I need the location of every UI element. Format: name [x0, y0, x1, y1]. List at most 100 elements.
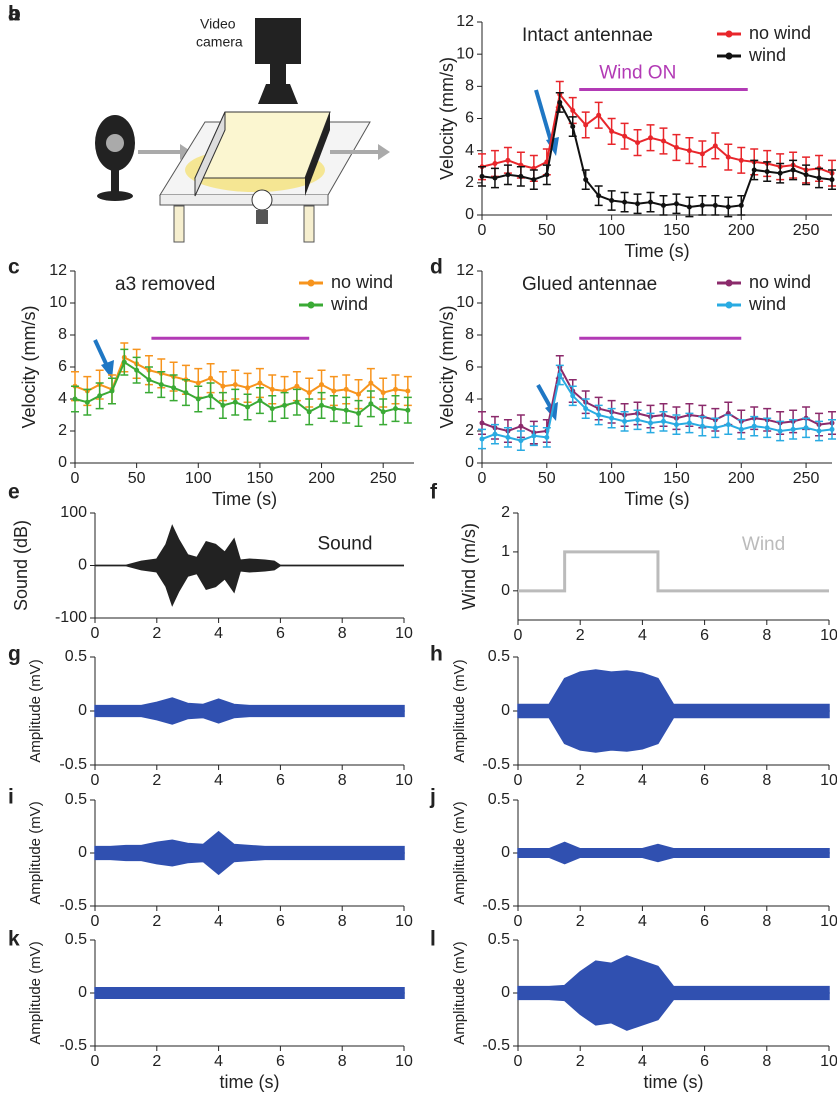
point	[751, 423, 757, 429]
point	[531, 177, 537, 183]
x-axis-label: Time (s)	[212, 489, 277, 509]
panel-letter: l	[430, 928, 436, 951]
arrow	[378, 144, 390, 160]
x-tick-label: 8	[762, 913, 771, 930]
x-tick-label: 200	[308, 470, 335, 487]
point	[829, 177, 835, 183]
x-tick-label: 4	[638, 1053, 647, 1070]
x-tick-label: 10	[395, 772, 413, 789]
legend-marker	[725, 52, 733, 60]
x-tick-label: 8	[762, 772, 771, 789]
x-tick-label: 4	[638, 772, 647, 789]
point	[492, 161, 498, 167]
x-tick-label: 250	[793, 470, 820, 487]
point	[492, 175, 498, 181]
panel-1: c 0 2 4 6 8 10 12 0 50 100 150 200 250 Time (s) Velocit…	[8, 256, 414, 509]
x-tick-label: 6	[276, 772, 285, 789]
y-axis-label: Amplitude (mV)	[27, 801, 44, 904]
y-tick-label: 10	[49, 294, 67, 311]
y-tick-label: 0	[501, 702, 510, 719]
x-tick-label: 2	[576, 913, 585, 930]
point	[660, 418, 666, 424]
x-tick-label: 8	[338, 772, 347, 789]
point	[596, 193, 602, 199]
y-tick-label: 4	[465, 390, 474, 407]
y-tick-label: 0	[58, 454, 67, 471]
series-line	[74, 360, 408, 415]
point	[121, 359, 127, 365]
x-tick-label: 8	[762, 627, 771, 644]
camera	[270, 64, 286, 84]
point	[220, 383, 226, 389]
point	[195, 380, 201, 386]
point	[134, 367, 140, 373]
signal-envelope	[517, 841, 830, 854]
point	[393, 386, 399, 392]
point	[725, 422, 731, 428]
annotation: Wind ON	[599, 63, 676, 84]
panel-2: d 0 2 4 6 8 10 12 0 50 100 150 200 250 Time (s) Velocit…	[430, 256, 836, 509]
x-tick-label: 10	[395, 1053, 413, 1070]
y-axis-label: Wind (m/s)	[459, 523, 479, 610]
point	[648, 135, 654, 141]
legend-marker	[725, 279, 733, 287]
y-tick-label: -0.5	[482, 897, 510, 914]
point	[343, 386, 349, 392]
point	[405, 388, 411, 394]
x-tick-label: 50	[538, 470, 556, 487]
fan	[106, 134, 124, 152]
point	[146, 377, 152, 383]
x-tick-label: 10	[395, 913, 413, 930]
y-tick-label: 4	[58, 390, 67, 407]
x-axis-label: time (s)	[220, 1072, 280, 1092]
point	[609, 415, 615, 421]
point	[72, 396, 78, 402]
y-tick-label: 0.5	[65, 791, 87, 808]
legend-label: no wind	[749, 272, 811, 292]
point	[518, 423, 524, 429]
point	[622, 133, 628, 139]
x-tick-label: 6	[276, 625, 285, 642]
y-tick-label: 0	[78, 844, 87, 861]
y-tick-label: 6	[58, 358, 67, 375]
y-tick-label: -0.5	[482, 1037, 510, 1054]
y-tick-label: 0.5	[488, 648, 510, 665]
x-tick-label: 0	[478, 470, 487, 487]
point	[269, 406, 275, 412]
x-tick-label: 2	[152, 772, 161, 789]
point	[306, 409, 312, 415]
point	[699, 151, 705, 157]
point	[777, 428, 783, 434]
point	[738, 157, 744, 163]
x-tick-label: 0	[514, 913, 523, 930]
point	[356, 391, 362, 397]
y-tick-label: 4	[465, 142, 474, 159]
y-tick-label: 8	[465, 78, 474, 95]
y-tick-label: 0	[78, 557, 87, 574]
point	[245, 404, 251, 410]
point	[699, 423, 705, 429]
y-tick-label: -0.5	[59, 756, 87, 773]
point	[505, 157, 511, 163]
point	[220, 402, 226, 408]
y-tick-label: 12	[456, 13, 474, 30]
x-tick-label: 4	[638, 913, 647, 930]
panel-letter: k	[8, 928, 20, 951]
point	[294, 399, 300, 405]
y-tick-label: 8	[58, 326, 67, 343]
y-axis-label: Amplitude (mV)	[27, 941, 44, 1044]
onset-arrow	[536, 384, 554, 411]
point	[97, 393, 103, 399]
x-tick-label: 2	[576, 1053, 585, 1070]
y-tick-label: 2	[58, 422, 67, 439]
point	[609, 198, 615, 204]
signal-envelope	[95, 524, 404, 567]
chart-title: Glued antennae	[522, 274, 657, 295]
x-tick-label: 2	[152, 913, 161, 930]
point	[331, 406, 337, 412]
x-tick-label: 0	[514, 772, 523, 789]
y-axis-label: Amplitude (mV)	[451, 659, 468, 762]
point	[583, 177, 589, 183]
